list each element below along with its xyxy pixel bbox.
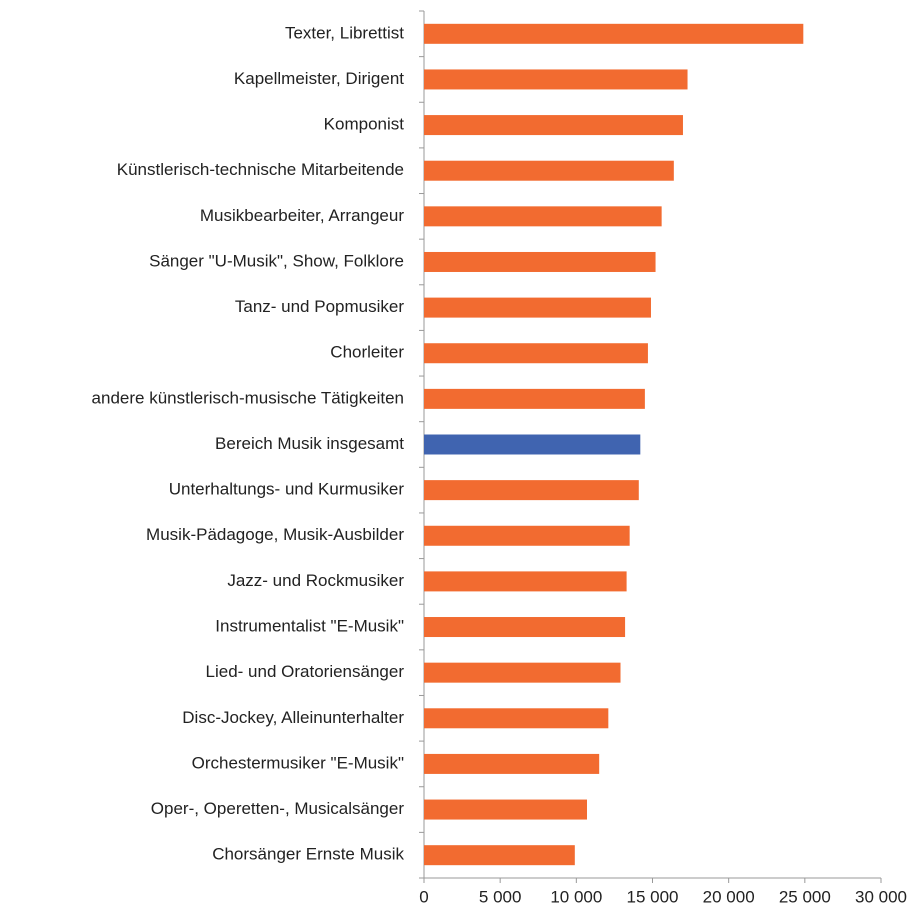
y-tick-label: Instrumentalist "E-Musik" [215, 617, 404, 636]
y-tick-label: Tanz- und Popmusiker [235, 297, 404, 316]
bar [424, 69, 688, 90]
y-tick-label: Musik-Pädagoge, Musik-Ausbilder [146, 525, 404, 544]
y-tick-label: Kapellmeister, Dirigent [234, 69, 404, 88]
bar [424, 434, 641, 455]
bar [424, 251, 656, 272]
y-tick-label: Disc-Jockey, Alleinunterhalter [182, 708, 404, 727]
bar [424, 753, 600, 774]
y-tick-label: Lied- und Oratoriensänger [206, 662, 405, 681]
y-tick-label: Chorleiter [330, 343, 404, 362]
y-tick-label: Chorsänger Ernste Musik [212, 845, 404, 864]
bar [424, 845, 575, 866]
bar [424, 708, 609, 729]
bar [424, 388, 645, 409]
y-tick-label: Texter, Librettist [285, 23, 404, 42]
x-tick-label: 30 000 [855, 887, 907, 906]
x-tick-label: 5 000 [479, 887, 522, 906]
bar [424, 571, 627, 592]
y-tick-label: Komponist [324, 115, 405, 134]
bar [424, 115, 683, 136]
x-tick-label: 15 000 [627, 887, 679, 906]
bar [424, 23, 804, 44]
y-tick-label: Künstlerisch-technische Mitarbeitende [117, 160, 404, 179]
x-tick-label: 20 000 [703, 887, 755, 906]
x-tick-label: 0 [419, 887, 428, 906]
y-tick-label: Oper-, Operetten-, Musicalsänger [151, 799, 405, 818]
bar [424, 617, 626, 638]
bar [424, 343, 648, 364]
y-tick-label: Bereich Musik insgesamt [215, 434, 404, 453]
y-tick-label: Unterhaltungs- und Kurmusiker [169, 480, 405, 499]
bar [424, 525, 630, 546]
bar [424, 160, 674, 181]
x-tick-label: 25 000 [779, 887, 831, 906]
y-tick-label: Musikbearbeiter, Arrangeur [200, 206, 404, 225]
bar [424, 662, 621, 683]
bar [424, 799, 587, 820]
bar [424, 206, 662, 227]
y-tick-label: Sänger "U-Musik", Show, Folklore [149, 251, 404, 270]
bar [424, 480, 639, 501]
y-tick-label: andere künstlerisch-musische Tätigkeiten [92, 388, 404, 407]
y-tick-label: Orchestermusiker "E-Musik" [192, 753, 404, 772]
y-tick-label: Jazz- und Rockmusiker [227, 571, 404, 590]
bar [424, 297, 651, 318]
x-tick-label: 10 000 [550, 887, 602, 906]
